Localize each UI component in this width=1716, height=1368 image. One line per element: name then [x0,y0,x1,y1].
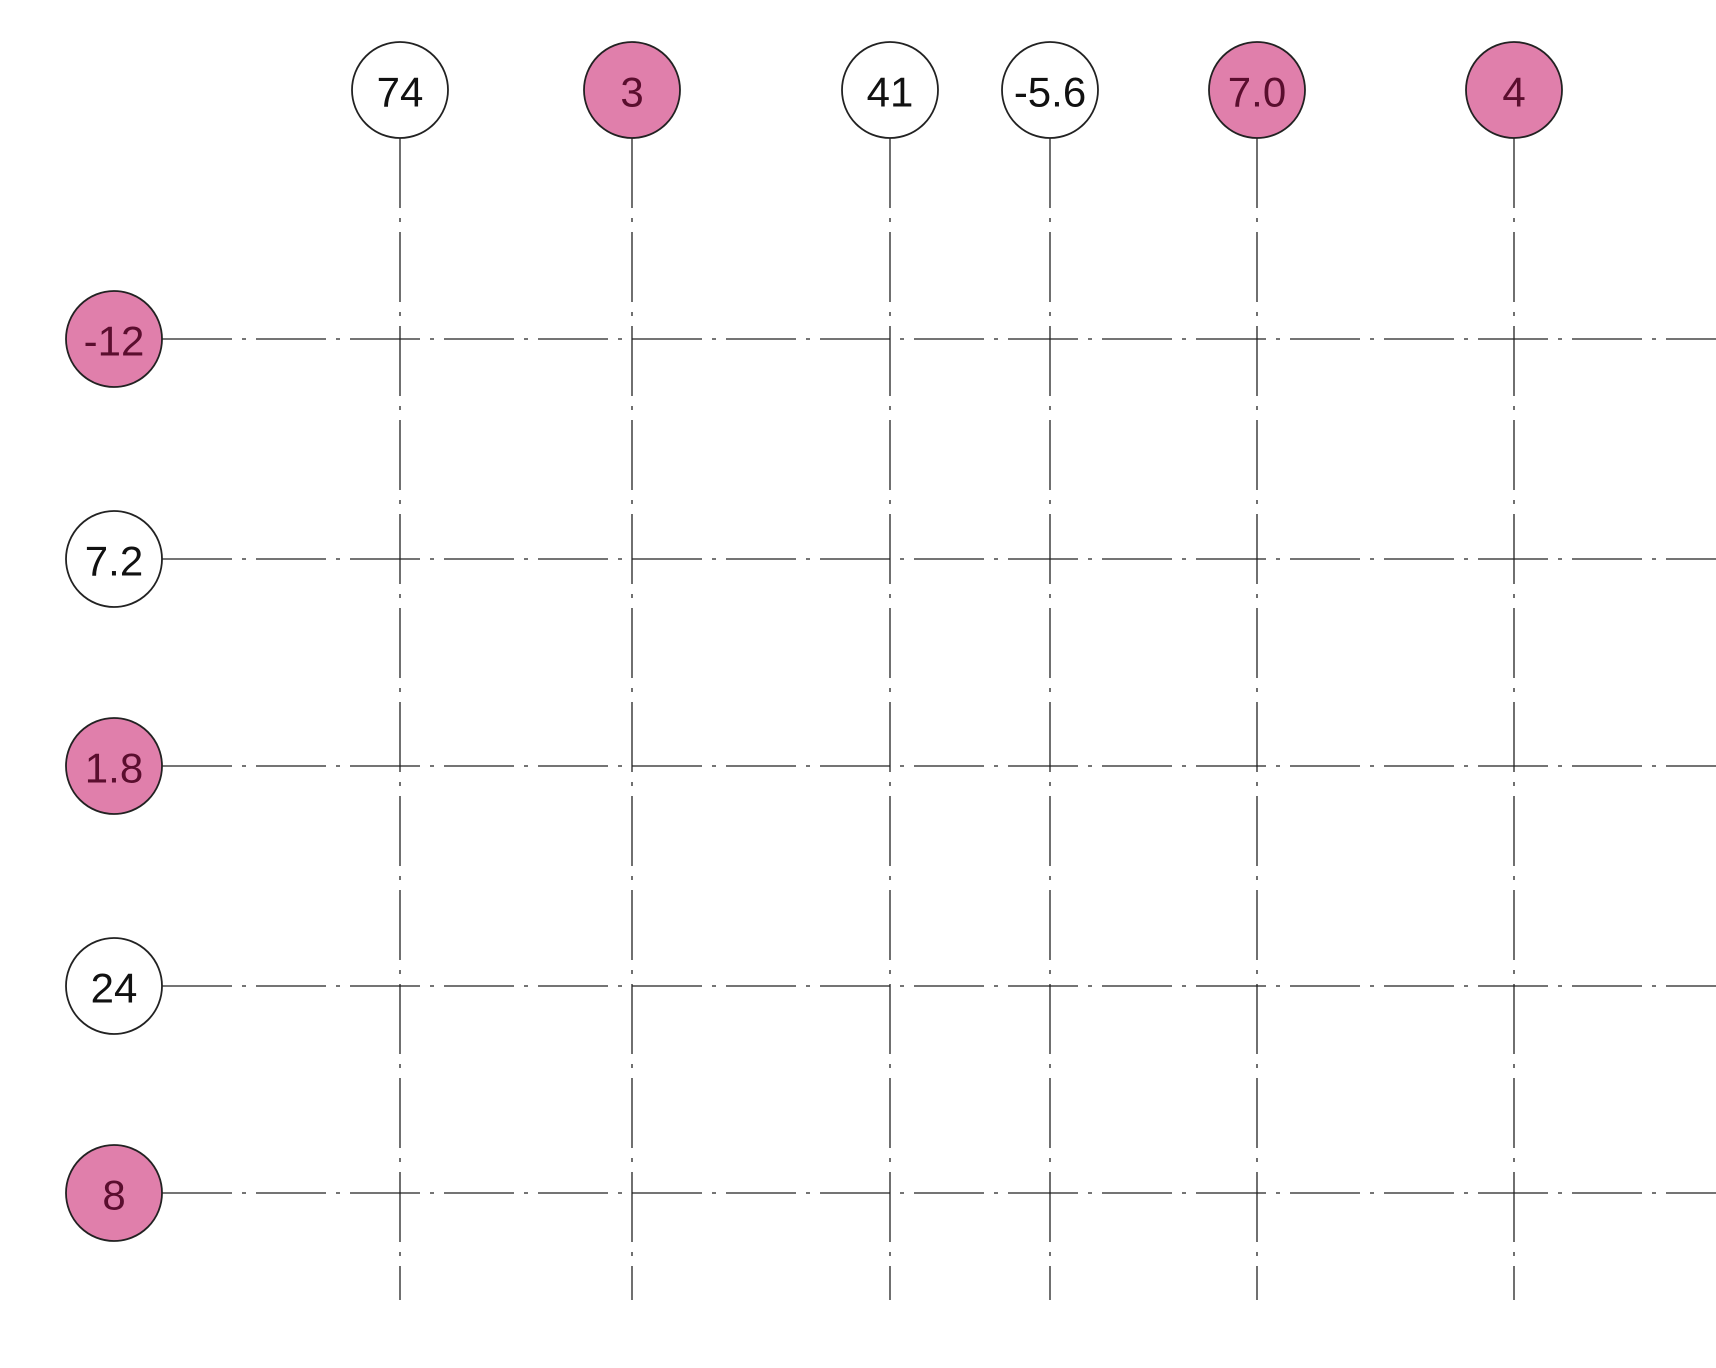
column-grid-bubble-circle [1208,41,1306,139]
column-grid-bubble: -5.6 [1001,41,1099,139]
grid-bubbles: 74 3 41 -5.6 7.0 4 -12 7.2 1.8 24 8 [65,41,1563,1242]
row-grid-bubble-label: 1.8 [85,745,143,792]
row-grid-bubble: 8 [65,1144,163,1242]
column-grid-bubble: 4 [1465,41,1563,139]
column-grid-bubble: 7.0 [1208,41,1306,139]
column-grid-bubble-circle [583,41,681,139]
row-grid-bubble: 24 [65,937,163,1035]
row-grid-bubble-circle [65,717,163,815]
row-grid-bubble-circle [65,290,163,388]
column-grid-bubble-circle [351,41,449,139]
row-grid-bubble: 1.8 [65,717,163,815]
row-grid-bubble-label: -12 [84,318,145,365]
row-grid-bubble-label: 24 [91,965,138,1012]
column-grid-bubble: 3 [583,41,681,139]
row-grid-bubble-label: 8 [102,1172,125,1219]
row-grid-bubble-circle [65,937,163,1035]
row-grid-bubble: -12 [65,290,163,388]
column-grid-bubble-label: -5.6 [1014,69,1086,116]
column-grid-bubble-label: 3 [620,69,643,116]
column-grid-bubble-label: 41 [867,69,914,116]
row-grid-bubble-label: 7.2 [85,538,143,585]
grid-lines [162,138,1716,1300]
column-grid-bubble-label: 74 [377,69,424,116]
column-grid-bubble-label: 4 [1502,69,1525,116]
row-grid-bubble: 7.2 [65,510,163,608]
column-grid-bubble: 74 [351,41,449,139]
column-grid-bubble-circle [841,41,939,139]
column-grid-bubble-circle [1001,41,1099,139]
column-grid-bubble-circle [1465,41,1563,139]
row-grid-bubble-circle [65,1144,163,1242]
row-grid-bubble-circle [65,510,163,608]
column-grid-bubble-label: 7.0 [1228,69,1286,116]
column-grid-bubble: 41 [841,41,939,139]
